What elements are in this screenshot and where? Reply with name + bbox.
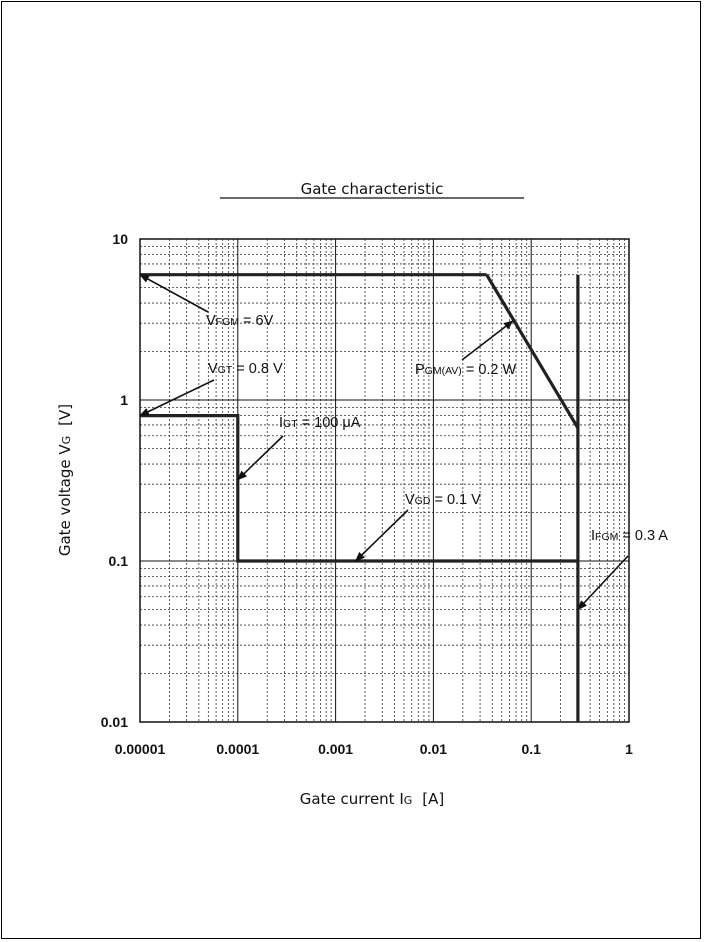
vgt-annotation: VGT = 0.8 V [139,361,283,417]
pgm-label: PGM(AV) = 0.2 W [415,362,517,378]
x-tick-label: 0.01 [420,741,447,757]
y-axis-label: Gate voltage VG[V] [56,404,74,556]
x-tick-label: 0.1 [521,741,541,757]
chart-title: Gate characteristic [301,180,444,198]
x-tick-label: 0.0001 [216,741,259,757]
vgd-label: VGD = 0.1 V [405,492,481,508]
series-group [140,273,580,722]
vgt-label: VGT = 0.8 V [208,361,283,377]
grid [139,238,630,723]
ifgm-label: IFGM = 0.3 A [591,528,668,544]
series-line [485,273,580,429]
x-tick-label: 0.00001 [115,741,166,757]
y-tick-label: 0.1 [109,553,129,569]
ifgm-arrow [577,555,629,611]
vfgm-label: VFGM = 6V [206,313,274,329]
series-line [140,414,578,563]
vgd-annotation: VGD = 0.1 V [354,492,481,562]
y-tick-label: 1 [120,392,128,408]
vgt-arrow [139,379,215,417]
x-tick-label: 0.001 [318,741,353,757]
plot-border [139,238,630,723]
tick-labels: 0.00001 0.0001 0.001 0.01 0.1 1 10 1 0.1 0.01 [101,231,633,757]
pgm-arrow [461,320,514,361]
vfgm-annotation: VFGM = 6V [139,273,274,329]
x-axis-label: Gate current IG [A] [300,790,445,808]
annotations: VFGM = 6V VGT = 0.8 V IGT = 100 μA PGM(A… [139,273,668,611]
ifgm-annotation: IFGM = 0.3 A [577,528,668,611]
y-tick-label: 0.01 [101,714,128,730]
x-tick-label: 1 [625,741,633,757]
y-tick-label: 10 [112,231,128,247]
vfgm-arrow [139,273,209,313]
pgm-annotation: PGM(AV) = 0.2 W [415,320,517,378]
igt-arrow [237,435,284,481]
igt-label: IGT = 100 μA [279,415,361,431]
igt-annotation: IGT = 100 μA [237,415,361,481]
vgd-arrow [354,509,409,562]
